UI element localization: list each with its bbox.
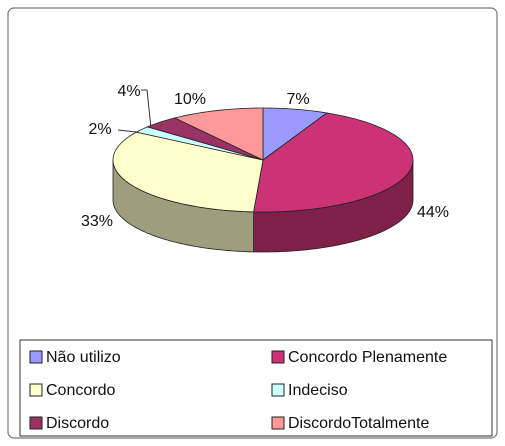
pie-slice	[253, 112, 414, 213]
legend-swatch	[29, 416, 43, 430]
data-label: 4%	[117, 83, 140, 100]
leader-line	[141, 89, 152, 129]
data-label: 44%	[417, 204, 449, 221]
data-label: 33%	[81, 213, 113, 230]
pie-slice	[173, 107, 264, 161]
legend-swatch	[271, 416, 285, 430]
pie-slice	[135, 126, 264, 161]
data-label: 7%	[286, 91, 309, 108]
legend-label: Não utilizo	[46, 349, 121, 366]
legend-label: Indeciso	[288, 382, 348, 399]
legend-box	[19, 339, 493, 437]
legend-label: Concordo	[46, 382, 115, 399]
pie-slice	[146, 117, 264, 161]
legend-swatch	[271, 350, 285, 364]
pie-slice	[262, 107, 328, 161]
data-label: 10%	[174, 91, 206, 108]
legend-swatch	[29, 383, 43, 397]
data-label: 2%	[88, 121, 111, 138]
legend-swatch	[271, 383, 285, 397]
legend-label: Concordo Plenamente	[288, 349, 447, 366]
legend-label: DiscordoTotalmente	[288, 415, 430, 432]
legend-label: Discordo	[46, 415, 109, 432]
legend-swatch	[29, 350, 43, 364]
